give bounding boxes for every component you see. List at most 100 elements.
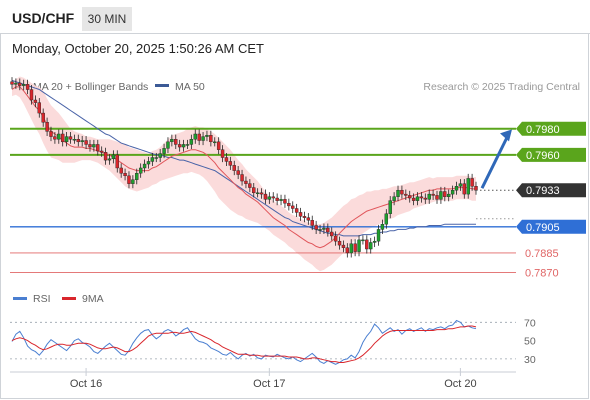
- candle-body: [154, 157, 158, 159]
- candle-body: [45, 122, 49, 132]
- forecast-arrow-head: [500, 129, 512, 142]
- candle-body: [372, 240, 377, 243]
- candle-body: [84, 140, 88, 145]
- candle-body: [450, 189, 455, 195]
- symbol-label: USD/CHF: [12, 10, 75, 26]
- candle-body: [123, 172, 127, 177]
- candle-body: [96, 144, 100, 152]
- candle-body: [33, 99, 38, 103]
- candle-body: [458, 183, 463, 187]
- candle-body: [232, 165, 236, 171]
- candle-body: [310, 220, 314, 226]
- candle-body: [252, 187, 256, 194]
- level-tag-0.7980: [516, 121, 586, 136]
- candle-body: [103, 152, 108, 161]
- candle-body: [189, 139, 194, 145]
- candle-body: [213, 141, 217, 144]
- candle-body: [396, 189, 400, 197]
- rsi-tick-30: 30: [524, 354, 536, 366]
- candle-body: [294, 208, 299, 213]
- candle-body: [419, 196, 424, 199]
- candle-body: [224, 157, 229, 162]
- candle-body: [376, 229, 381, 242]
- candle-body: [462, 183, 467, 195]
- source-credit: Research © 2025 Trading Central: [423, 81, 580, 93]
- candle-body: [431, 193, 435, 196]
- ma50-legend-swatch: [155, 84, 169, 87]
- candle-body: [99, 150, 104, 153]
- ma9-legend-swatch: [62, 297, 76, 300]
- candle-body: [263, 193, 268, 200]
- candle-body: [259, 192, 264, 195]
- datetime-label: Monday, October 20, 2025 1:50:26 AM CET: [12, 41, 264, 56]
- candle-body: [365, 239, 369, 250]
- candle-body: [306, 217, 311, 221]
- candle-body: [361, 239, 365, 242]
- candle-body: [349, 243, 353, 254]
- ma20-line: [11, 86, 476, 249]
- candle-body: [10, 81, 14, 85]
- candle-body: [345, 247, 350, 254]
- timeframe-badge[interactable]: 30 MIN: [82, 7, 132, 31]
- candle-body: [353, 243, 357, 252]
- x-tick-label: Oct 20: [444, 378, 476, 390]
- rsi-tick-50: 50: [524, 336, 536, 348]
- candle-body: [131, 179, 135, 184]
- candle-body: [298, 212, 303, 217]
- candle-body: [181, 144, 186, 148]
- candle-body: [228, 161, 233, 166]
- candle-body: [197, 133, 201, 141]
- candle-body: [72, 139, 77, 141]
- candle-body: [404, 193, 408, 196]
- candle-body: [244, 180, 248, 184]
- candle-body: [415, 196, 420, 201]
- candle-body: [275, 197, 279, 201]
- candle-body: [14, 82, 18, 85]
- candle-body: [291, 205, 295, 209]
- candle-body: [474, 186, 478, 191]
- candle-body: [29, 89, 34, 101]
- candle-body: [68, 136, 73, 140]
- rsi-line: [11, 319, 477, 365]
- candle-body: [279, 199, 283, 201]
- candle-body: [21, 84, 26, 86]
- candle-body: [53, 136, 57, 140]
- candle-body: [400, 189, 404, 195]
- candle-body: [170, 139, 174, 143]
- candle-body: [287, 203, 291, 207]
- candle-body: [142, 163, 147, 169]
- rsi-tick-70: 70: [524, 317, 536, 329]
- candle-body: [384, 213, 389, 225]
- candle-body: [380, 223, 385, 230]
- candle-body: [435, 195, 439, 200]
- candle-body: [88, 144, 92, 148]
- candle-body: [283, 199, 287, 204]
- candle-body: [341, 244, 346, 248]
- candle-body: [158, 153, 162, 158]
- candle-body: [60, 133, 65, 143]
- x-tick-label: Oct 17: [253, 378, 285, 390]
- candle-body: [193, 133, 197, 140]
- candle-body: [146, 161, 151, 165]
- last-price-tag: [516, 183, 586, 198]
- candle-body: [80, 140, 84, 143]
- candle-body: [185, 144, 190, 146]
- header-divider: [0, 33, 590, 34]
- ma50-legend-label: MA 50: [175, 81, 205, 93]
- candle-body: [162, 148, 166, 154]
- candle-body: [209, 135, 213, 143]
- candle-body: [174, 139, 178, 145]
- price-plot: 0.7980 0.7960 0.7905 0.7885 0.7870 0.7933: [10, 76, 586, 280]
- bollinger-band: [12, 76, 476, 272]
- candle-body: [111, 154, 116, 160]
- candle-body: [271, 196, 275, 199]
- level-tag-0.7960: [516, 147, 586, 162]
- level-label-0.7870: 0.7870: [525, 268, 559, 280]
- candle-body: [57, 133, 61, 140]
- candle-body: [107, 158, 112, 161]
- candle-body: [76, 139, 80, 143]
- candle-body: [427, 193, 431, 200]
- ma9-legend-label: 9MA: [82, 293, 104, 305]
- panel-border: [0, 33, 589, 399]
